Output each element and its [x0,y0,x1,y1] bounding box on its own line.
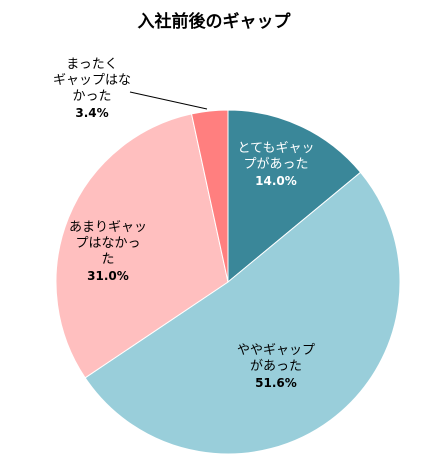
pie-label-3-line-2: かった [72,89,111,104]
chart-title: 入社前後のギャップ [138,11,292,32]
pie-value-label-2: 31.0% [87,269,129,283]
pie-label-0-line-1: プがあった [243,157,308,172]
leader-line-3 [129,91,208,110]
pie-value-label-3: 3.4% [75,106,108,120]
pie-slice-0 [227,109,362,284]
pie-label-2-line-1: プはなかっ [75,236,140,251]
pie-slice-3 [190,109,229,283]
pie-label-3-line-1: ギャップはな [53,73,131,88]
pie-label-3-line-0: まったく [66,57,117,72]
pie-label-2-line-0: あまりギャッ [69,220,147,235]
pie-slices [55,109,401,455]
pie-label-1-line-1: があった [250,359,302,374]
pie-label-2-line-2: た [101,252,114,267]
pie-slice-2 [55,113,229,379]
pie-label-1-line-0: ややギャップ [237,343,315,358]
pie-value-label-1: 51.6% [255,376,297,390]
pie-slice-1 [84,171,401,455]
pie-value-label-0: 14.0% [255,174,297,188]
pie-label-0-line-0: とてもギャッ [238,141,315,156]
